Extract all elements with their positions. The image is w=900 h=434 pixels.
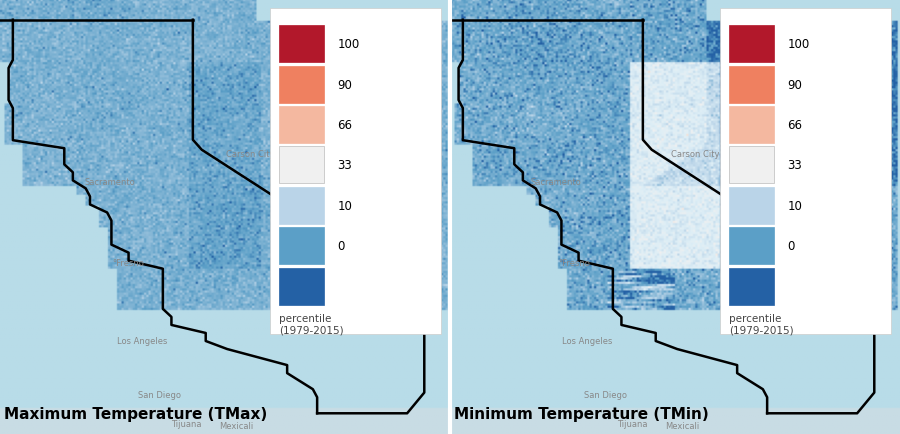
Text: Carson City: Carson City [226, 150, 274, 158]
Bar [729, 107, 774, 144]
Bar [729, 268, 774, 305]
Text: Mexicali: Mexicali [664, 421, 699, 430]
Bar [720, 9, 891, 334]
Text: Tijuana: Tijuana [617, 419, 647, 427]
Text: 100: 100 [788, 38, 810, 51]
Text: 10: 10 [788, 200, 803, 212]
Bar [279, 66, 324, 103]
Text: Carson City: Carson City [671, 150, 719, 158]
Text: percentile
(1979-2015): percentile (1979-2015) [729, 313, 794, 335]
Text: 66: 66 [788, 119, 803, 132]
Bar [279, 228, 324, 265]
Bar [729, 228, 774, 265]
Text: San Diego: San Diego [139, 391, 181, 399]
Bar [279, 26, 324, 63]
Text: Sacramento: Sacramento [530, 178, 581, 187]
Bar [729, 66, 774, 103]
Text: San Diego: San Diego [584, 391, 626, 399]
Text: Los Angeles: Los Angeles [117, 336, 166, 345]
Text: Maximum Temperature (TMax): Maximum Temperature (TMax) [4, 406, 268, 421]
Bar [729, 187, 774, 224]
Text: Sacramento: Sacramento [85, 178, 136, 187]
Text: Minimum Temperature (TMin): Minimum Temperature (TMin) [454, 406, 709, 421]
Text: Los Angeles: Los Angeles [562, 336, 612, 345]
Text: 0: 0 [338, 240, 345, 253]
Text: 90: 90 [338, 79, 353, 91]
Bar [270, 9, 441, 334]
Bar [279, 107, 324, 144]
Text: 33: 33 [338, 159, 352, 172]
Bar [279, 187, 324, 224]
Text: Tijuana: Tijuana [172, 419, 202, 427]
Text: °Fresno: °Fresno [558, 258, 590, 267]
Text: 90: 90 [788, 79, 803, 91]
Text: 33: 33 [788, 159, 802, 172]
Bar [729, 147, 774, 184]
Text: °Fresno: °Fresno [112, 258, 144, 267]
Text: 10: 10 [338, 200, 353, 212]
Text: 100: 100 [338, 38, 360, 51]
Text: percentile
(1979-2015): percentile (1979-2015) [279, 313, 344, 335]
Bar [279, 147, 324, 184]
Text: 66: 66 [338, 119, 353, 132]
Text: 0: 0 [788, 240, 795, 253]
Bar [729, 26, 774, 63]
Text: Mexicali: Mexicali [219, 421, 254, 430]
Bar [279, 268, 324, 305]
